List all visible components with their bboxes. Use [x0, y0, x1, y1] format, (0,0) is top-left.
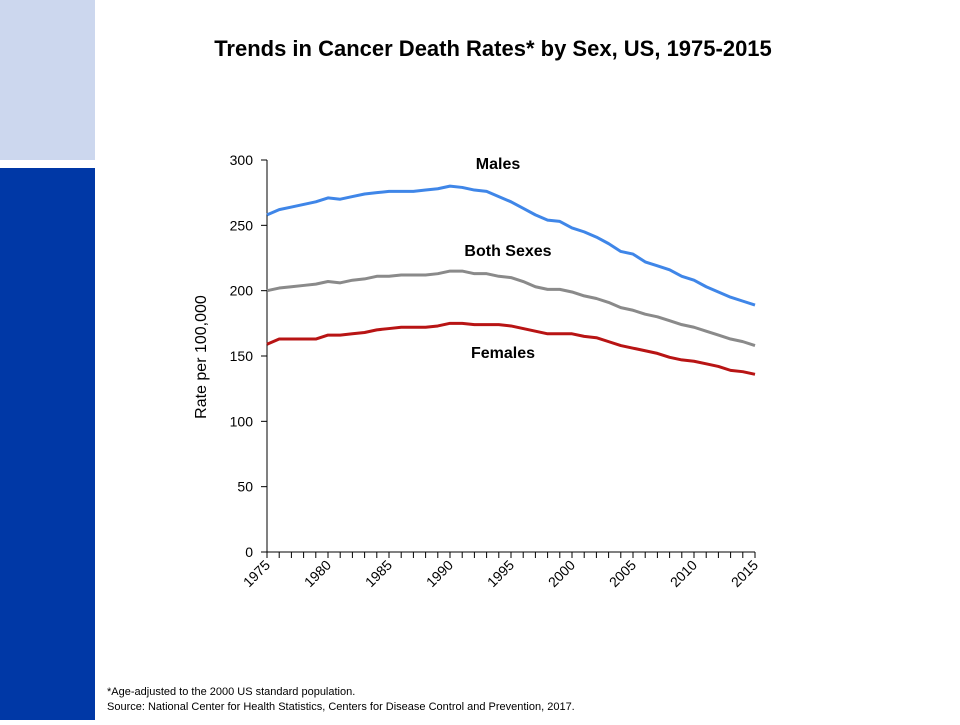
- sidebar-top: [0, 0, 95, 160]
- series-label: Both Sexes: [464, 243, 551, 260]
- series-label: Males: [476, 156, 521, 173]
- footnote: Source: National Center for Health Stati…: [107, 701, 575, 713]
- y-tick-label: 150: [230, 348, 254, 364]
- line-series: [266, 321, 756, 376]
- line-series: [266, 269, 756, 347]
- series-label: Females: [471, 345, 535, 362]
- y-tick-label: 100: [230, 413, 254, 429]
- y-tick-label: 300: [230, 152, 254, 168]
- y-axis-label: Rate per 100,000: [193, 295, 210, 419]
- chart-title: Trends in Cancer Death Rates* by Sex, US…: [214, 36, 772, 61]
- y-tick-label: 200: [230, 283, 254, 299]
- sidebar-bottom: [0, 168, 95, 720]
- line-series: [266, 184, 756, 307]
- y-tick-label: 50: [237, 479, 253, 495]
- y-tick-label: 250: [230, 217, 254, 233]
- footnote: *Age-adjusted to the 2000 US standard po…: [107, 686, 355, 698]
- y-tick-label: 0: [245, 544, 253, 560]
